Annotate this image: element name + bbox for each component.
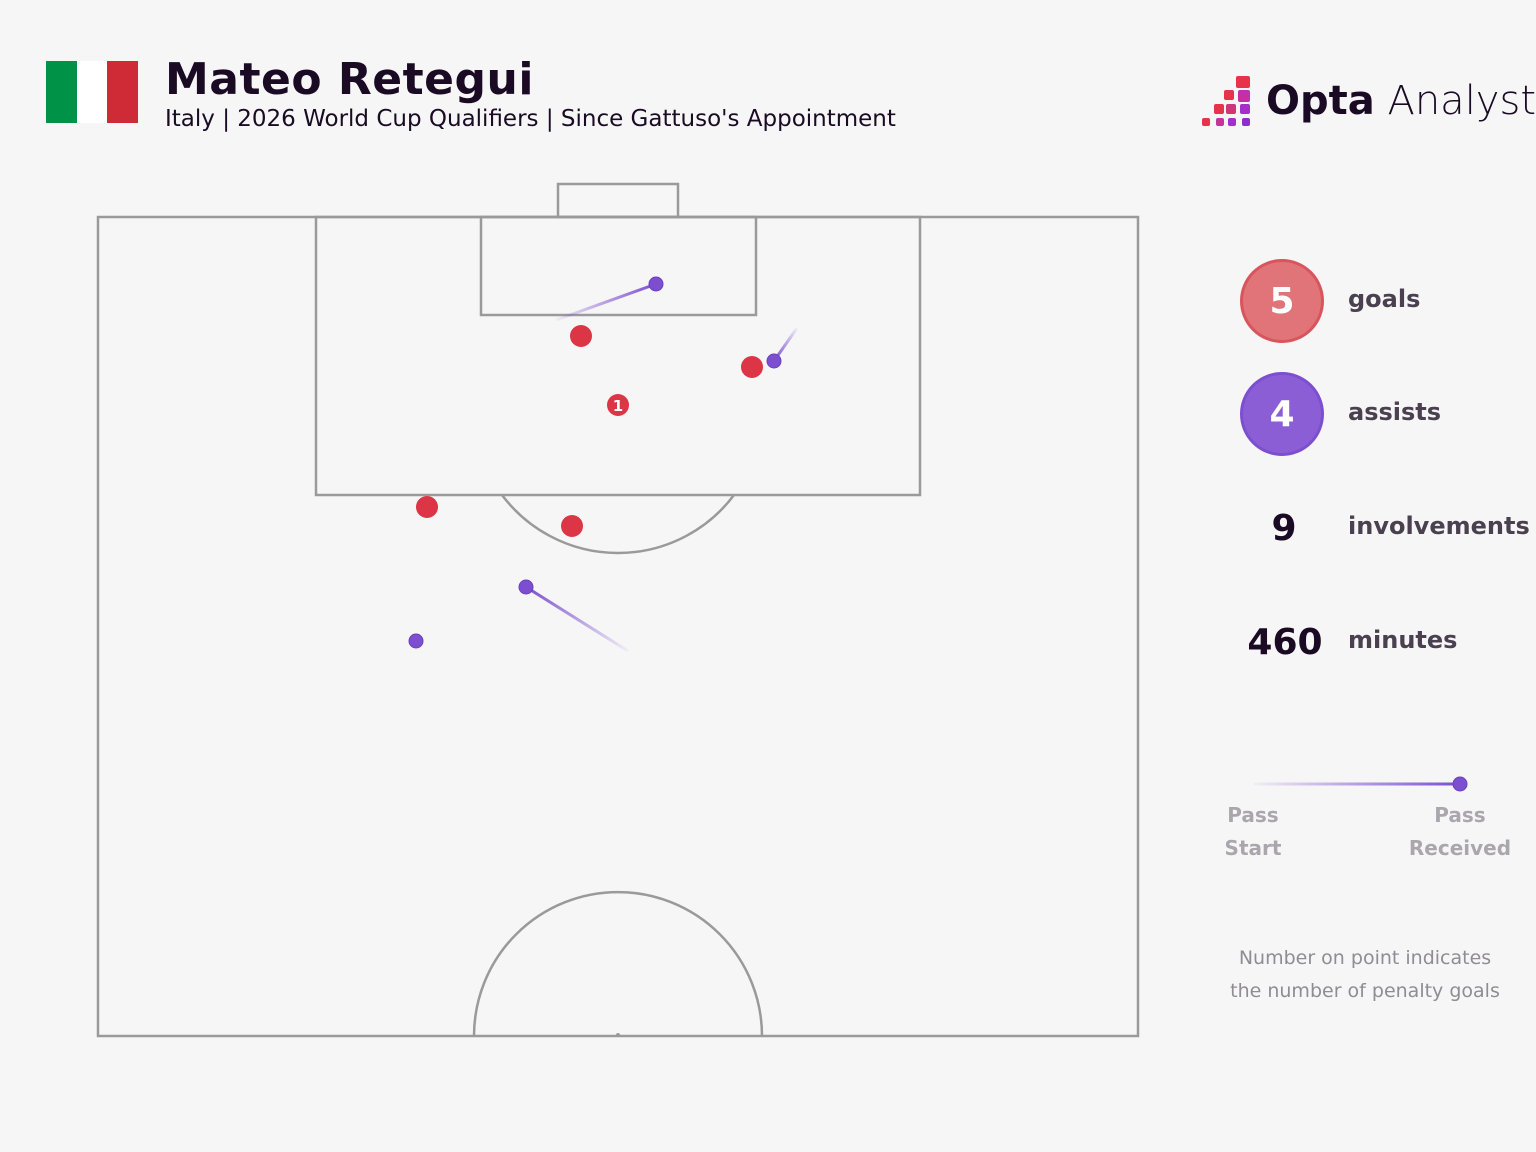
opta-analyst-logo: Opta Analyst bbox=[1198, 72, 1536, 134]
opta-pixel-stairs-icon bbox=[1202, 76, 1250, 126]
page-subtitle: Italy | 2026 World Cup Qualifiers | Sinc… bbox=[165, 106, 896, 132]
assist-point bbox=[408, 633, 424, 649]
minutes-label: minutes bbox=[1348, 626, 1458, 654]
legend-pass-received: Pass Received bbox=[1408, 803, 1512, 860]
penalty-note: Number on point indicates the number of p… bbox=[1230, 947, 1500, 1002]
involvements-count: 9 bbox=[1271, 507, 1297, 549]
involvements-label: involvements bbox=[1348, 512, 1530, 540]
minutes-count: 460 bbox=[1247, 621, 1323, 663]
stat-minutes: 460 minutes bbox=[1240, 600, 1530, 690]
legend-pass-start: Pass Start bbox=[1224, 803, 1282, 860]
assist-point bbox=[648, 276, 664, 292]
assist-point bbox=[766, 353, 782, 369]
logo-text: Opta Analyst bbox=[1266, 78, 1536, 124]
goals-label: goals bbox=[1348, 285, 1421, 313]
assists-label: assists bbox=[1348, 398, 1442, 426]
goal-points bbox=[416, 325, 763, 537]
pass-legend bbox=[1254, 776, 1468, 792]
assists-count: 4 bbox=[1240, 372, 1324, 456]
pitch-lines bbox=[96, 182, 1140, 1038]
italy-flag-icon bbox=[46, 61, 139, 123]
stat-goals: 5 goals bbox=[1240, 259, 1530, 349]
stat-involvements: 9 involvements bbox=[1240, 486, 1530, 576]
stat-assists: 4 assists bbox=[1240, 372, 1530, 462]
assist-passes bbox=[408, 276, 799, 653]
page-title: Mateo Retegui bbox=[165, 54, 534, 105]
penalty-goal-count: 1 bbox=[613, 397, 623, 415]
assist-point bbox=[518, 579, 534, 595]
goals-count: 5 bbox=[1240, 259, 1324, 343]
